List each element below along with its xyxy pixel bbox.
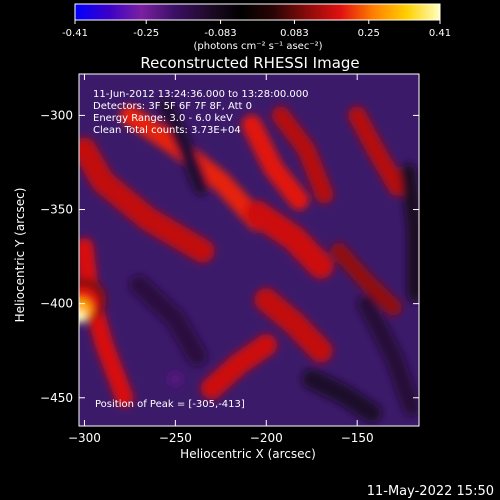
emission-feature — [254, 288, 333, 363]
emission-feature — [79, 137, 215, 263]
annotation-detectors: Detectors: 3F 5F 6F 7F 8F, Att 0 — [93, 101, 252, 112]
annotation-block: 11-Jun-2012 13:24:36.000 to 13:28:00.000… — [93, 89, 309, 410]
colorbar-tick-label: 0.25 — [358, 28, 380, 39]
colorbar-ticks: -0.41 -0.25 -0.083 0.083 0.25 0.41 — [62, 20, 451, 39]
emission-feature — [348, 106, 407, 197]
emission-feature — [330, 242, 402, 316]
chart-title: Reconstructed RHESSI Image — [140, 54, 359, 72]
colorbar-tick-label: -0.41 — [62, 28, 88, 39]
x-axis-label: Heliocentric X (arcsec) — [180, 447, 316, 461]
negative-feature — [301, 368, 382, 423]
emission-feature — [271, 106, 334, 204]
peak-position-label: Position of Peak = [-305,-413] — [95, 399, 245, 410]
y-tick-label: −450 — [40, 391, 73, 405]
negative-feature — [399, 163, 419, 303]
plot-frame — [78, 73, 420, 427]
emission-peak-blob — [79, 310, 86, 324]
colorbar: -0.41 -0.25 -0.083 0.083 0.25 0.41 (photons c… — [62, 3, 451, 52]
x-tick-label: −150 — [341, 431, 374, 445]
negative-feature — [357, 294, 419, 417]
emission-feature — [79, 238, 134, 407]
axis-ticks: −300 −250 −200 −150 −300 −350 −400 −450 — [40, 74, 419, 445]
y-tick-label: −400 — [40, 297, 73, 311]
y-tick-label: −350 — [40, 203, 73, 217]
emission-peak-blob — [168, 371, 183, 387]
colorbar-unit-label: (photons cm⁻² s⁻¹ asec⁻²) — [193, 41, 322, 52]
x-tick-label: −300 — [68, 431, 101, 445]
x-tick-label: −250 — [159, 431, 192, 445]
annotation-energy-range: Energy Range: 3.0 - 6.0 keV — [93, 113, 233, 124]
y-axis-label: Heliocentric Y (arcsec) — [13, 188, 27, 323]
colorbar-tick-label: 0.083 — [280, 28, 309, 39]
emission-feature — [241, 114, 309, 211]
heatmap-image — [79, 97, 419, 423]
heatmap-plot-area: −300 −250 −200 −150 −300 −350 −400 −450 — [40, 73, 420, 445]
negative-feature — [129, 274, 208, 367]
colorbar-ramp — [74, 3, 441, 21]
y-tick-label: −300 — [40, 108, 73, 122]
negative-feature — [158, 97, 209, 196]
annotation-clean-counts: Clean Total counts: 3.73E+04 — [93, 125, 241, 136]
emission-feature — [244, 200, 334, 279]
emission-feature — [200, 334, 278, 400]
colorbar-tick-label: -0.083 — [204, 28, 236, 39]
timestamp: 11-May-2022 15:50 — [367, 484, 494, 499]
x-tick-label: −200 — [250, 431, 283, 445]
annotation-time-range: 11-Jun-2012 13:24:36.000 to 13:28:00.000 — [93, 89, 309, 100]
colorbar-tick-label: 0.41 — [429, 28, 451, 39]
colorbar-tick-label: -0.25 — [133, 28, 159, 39]
